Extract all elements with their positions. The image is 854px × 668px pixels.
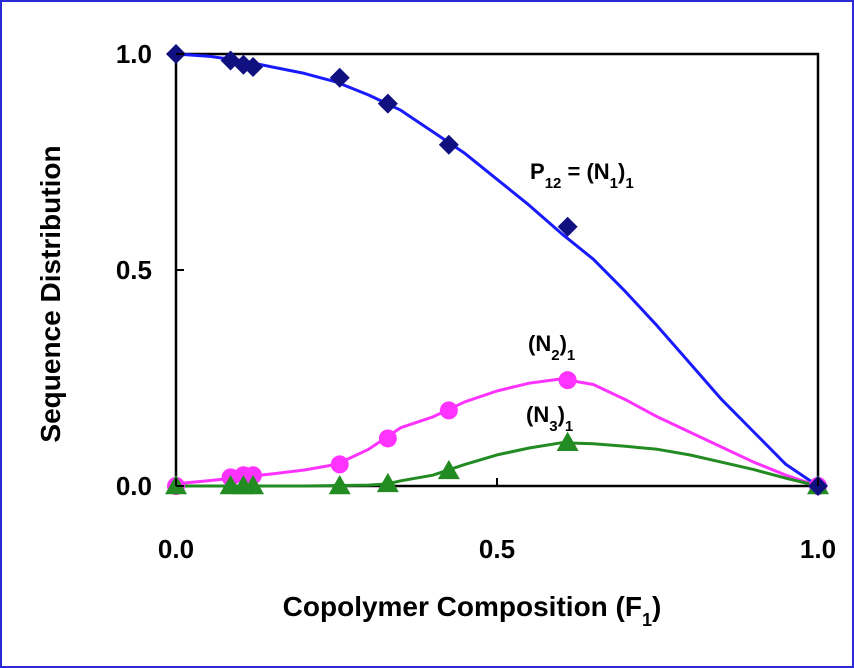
n3-series-label: (N3)1	[526, 402, 573, 435]
y-tick-label: 0.0	[116, 471, 152, 501]
p12-series-line	[175, 52, 819, 488]
x-tick-label: 1.0	[800, 534, 836, 564]
n2-data-point	[439, 401, 458, 420]
p12-data-point	[557, 216, 578, 237]
x-tick-label: 0.5	[479, 534, 515, 564]
n2-series-line	[175, 377, 819, 488]
y-axis-title: Sequence Distribution	[35, 145, 66, 442]
n3-data-point	[328, 475, 351, 495]
p12-data-point	[220, 50, 241, 71]
y-tick-label: 1.0	[116, 39, 152, 69]
p12-data-point	[233, 54, 254, 75]
n2-series-label: (N2)1	[528, 331, 575, 364]
p12-data-point	[438, 134, 459, 155]
p12-series-label: P12 = (N1)1	[530, 159, 634, 192]
n3-data-point	[242, 475, 265, 495]
plot-area	[174, 52, 820, 488]
n3-data-point	[437, 459, 460, 480]
p12-data-point	[329, 67, 350, 88]
n2-data-point	[378, 429, 397, 448]
p12-data-point	[377, 93, 398, 114]
n2-data-point	[558, 371, 577, 390]
x-axis-title: Copolymer Composition (F1)	[283, 591, 662, 630]
x-tick-label: 0.0	[158, 534, 194, 564]
y-tick-label: 0.5	[116, 255, 152, 285]
p12-data-point	[243, 56, 264, 77]
n3-series-line	[176, 441, 819, 488]
n3-data-point	[376, 472, 399, 493]
n3-data-point	[556, 431, 579, 452]
n2-data-point	[330, 455, 349, 474]
